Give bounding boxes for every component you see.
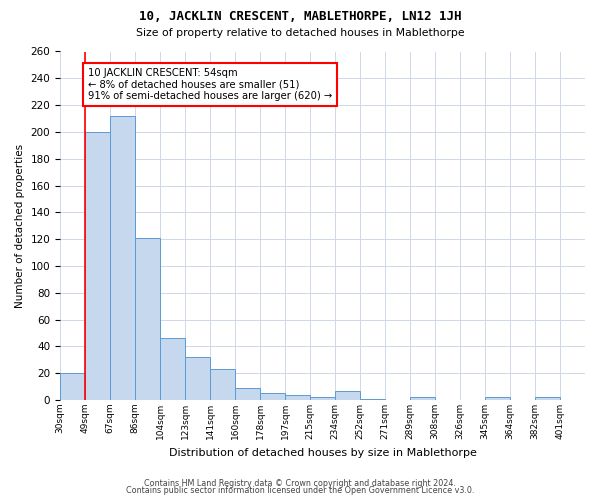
Text: Size of property relative to detached houses in Mablethorpe: Size of property relative to detached ho…	[136, 28, 464, 38]
Text: Contains public sector information licensed under the Open Government Licence v3: Contains public sector information licen…	[126, 486, 474, 495]
Bar	[335, 390, 360, 400]
Bar	[360, 398, 385, 400]
Bar	[310, 398, 335, 400]
Text: Contains HM Land Registry data © Crown copyright and database right 2024.: Contains HM Land Registry data © Crown c…	[144, 478, 456, 488]
Bar	[485, 398, 510, 400]
Bar	[260, 394, 285, 400]
Bar	[185, 357, 210, 400]
Bar	[160, 338, 185, 400]
Bar	[235, 388, 260, 400]
Bar	[135, 238, 160, 400]
Bar	[110, 116, 135, 400]
Y-axis label: Number of detached properties: Number of detached properties	[15, 144, 25, 308]
Bar	[60, 373, 85, 400]
Bar	[535, 398, 560, 400]
Text: 10 JACKLIN CRESCENT: 54sqm
← 8% of detached houses are smaller (51)
91% of semi-: 10 JACKLIN CRESCENT: 54sqm ← 8% of detac…	[88, 68, 332, 101]
Bar	[85, 132, 110, 400]
Bar	[285, 394, 310, 400]
Text: 10, JACKLIN CRESCENT, MABLETHORPE, LN12 1JH: 10, JACKLIN CRESCENT, MABLETHORPE, LN12 …	[139, 10, 461, 23]
Bar	[210, 369, 235, 400]
X-axis label: Distribution of detached houses by size in Mablethorpe: Distribution of detached houses by size …	[169, 448, 476, 458]
Bar	[410, 398, 435, 400]
